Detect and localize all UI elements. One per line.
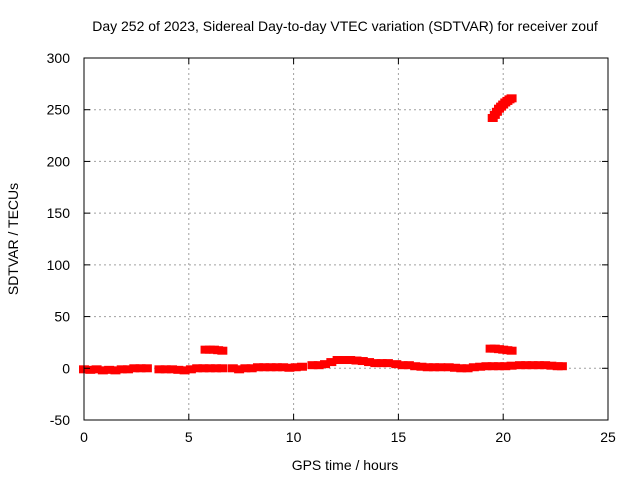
data-point bbox=[514, 361, 525, 370]
data-point bbox=[116, 365, 127, 374]
data-point bbox=[410, 362, 421, 371]
data-point bbox=[376, 359, 387, 368]
data-point bbox=[351, 356, 362, 365]
data-point bbox=[443, 363, 454, 372]
data-point bbox=[382, 359, 393, 368]
data-point bbox=[345, 356, 356, 365]
data-point bbox=[104, 365, 115, 374]
data-point bbox=[173, 365, 184, 374]
x-tick-label: 15 bbox=[391, 429, 407, 445]
data-point bbox=[240, 364, 251, 373]
data-point bbox=[290, 363, 301, 372]
data-point bbox=[416, 362, 427, 371]
x-tick-label: 10 bbox=[286, 429, 302, 445]
data-point bbox=[429, 363, 440, 372]
data-point bbox=[546, 361, 557, 370]
y-tick-label: 300 bbox=[47, 50, 71, 66]
data-point bbox=[123, 365, 134, 374]
data-point bbox=[313, 361, 324, 370]
data-point bbox=[135, 364, 146, 373]
data-point bbox=[110, 366, 121, 375]
y-tick-label: 200 bbox=[47, 153, 71, 169]
data-point bbox=[397, 361, 408, 370]
data-point bbox=[192, 364, 203, 373]
data-point bbox=[462, 364, 473, 373]
data-point bbox=[160, 365, 171, 374]
data-point bbox=[422, 363, 433, 372]
data-point bbox=[204, 364, 215, 373]
data-point bbox=[487, 362, 498, 371]
data-point bbox=[252, 363, 263, 372]
x-axis-label: GPS time / hours bbox=[292, 457, 399, 473]
data-point bbox=[154, 365, 165, 374]
data-point bbox=[326, 358, 337, 367]
data-point bbox=[338, 356, 349, 365]
data-point bbox=[357, 357, 368, 366]
data-point bbox=[556, 362, 567, 371]
data-point bbox=[185, 365, 196, 374]
chart-title: Day 252 of 2023, Sidereal Day-to-day VTE… bbox=[92, 18, 598, 34]
x-tick-label: 0 bbox=[80, 429, 88, 445]
data-point bbox=[217, 364, 228, 373]
data-point bbox=[85, 365, 96, 374]
data-point bbox=[129, 364, 140, 373]
y-tick-labels: -50 0 50 100 150 200 250 300 bbox=[47, 50, 608, 428]
data-point bbox=[332, 356, 343, 365]
data-point bbox=[227, 364, 238, 373]
data-point bbox=[284, 363, 295, 372]
data-point bbox=[271, 363, 282, 372]
data-point bbox=[91, 365, 102, 374]
plot-frame bbox=[83, 57, 609, 421]
data-point bbox=[500, 362, 511, 371]
y-tick-label: 0 bbox=[62, 360, 70, 376]
data-point bbox=[265, 363, 276, 372]
data-point bbox=[403, 361, 414, 370]
data-point bbox=[506, 94, 517, 103]
data-point bbox=[468, 363, 479, 372]
data-point bbox=[364, 358, 375, 367]
y-tick-label: -50 bbox=[50, 412, 70, 428]
data-point bbox=[527, 361, 538, 370]
data-point bbox=[259, 363, 270, 372]
data-point bbox=[246, 364, 257, 373]
y-tick-label: 150 bbox=[47, 205, 71, 221]
data-point bbox=[278, 363, 289, 372]
data-point bbox=[540, 361, 551, 370]
data-point bbox=[449, 363, 460, 372]
x-tick-label: 5 bbox=[185, 429, 193, 445]
data-point bbox=[456, 364, 467, 373]
data-point bbox=[198, 364, 209, 373]
data-point bbox=[533, 361, 544, 370]
data-point bbox=[234, 365, 245, 374]
y-tick-label: 250 bbox=[47, 102, 71, 118]
x-tick-labels: 0 5 10 15 20 25 bbox=[80, 58, 616, 445]
data-point bbox=[506, 346, 517, 355]
data-point bbox=[494, 362, 505, 371]
data-point bbox=[296, 362, 307, 371]
x-tick-label: 25 bbox=[600, 429, 616, 445]
data-point bbox=[307, 361, 318, 370]
data-point bbox=[521, 361, 532, 370]
data-point bbox=[506, 361, 517, 370]
data-markers bbox=[79, 94, 567, 375]
data-point bbox=[141, 364, 152, 373]
x-tick-label: 20 bbox=[495, 429, 511, 445]
data-point bbox=[167, 365, 178, 374]
data-point bbox=[217, 346, 228, 355]
data-point bbox=[475, 362, 486, 371]
data-point bbox=[370, 359, 381, 368]
data-point bbox=[481, 362, 492, 371]
y-axis-label: SDTVAR / TECUs bbox=[5, 183, 21, 295]
y-tick-label: 100 bbox=[47, 257, 71, 273]
data-point bbox=[97, 366, 108, 375]
y-tick-label: 50 bbox=[54, 309, 70, 325]
data-point bbox=[435, 363, 446, 372]
data-point bbox=[179, 366, 190, 375]
data-point bbox=[211, 364, 222, 373]
data-point bbox=[320, 360, 331, 369]
data-point bbox=[391, 360, 402, 369]
